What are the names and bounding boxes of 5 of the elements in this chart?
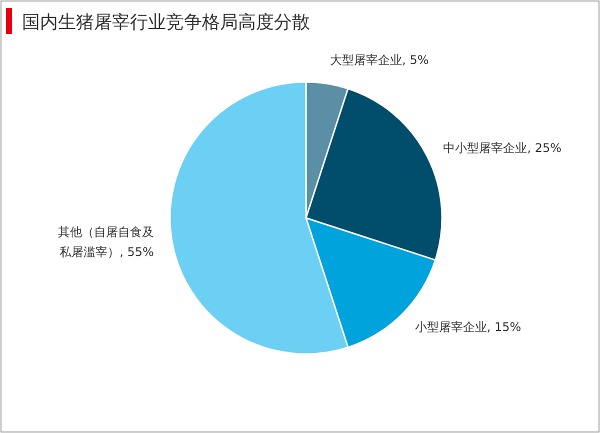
chart-title: 国内生猪屠宰行业竞争格局高度分散 xyxy=(22,12,310,33)
slice-label: 小型屠宰企业, 15% xyxy=(414,320,522,334)
slice-label: 大型屠宰企业, 5% xyxy=(330,52,429,67)
slice-label: 其他（自屠自食及私屠滥宰）, 55% xyxy=(58,225,154,260)
slice-label: 中小型屠宰企业, 25% xyxy=(443,141,562,156)
